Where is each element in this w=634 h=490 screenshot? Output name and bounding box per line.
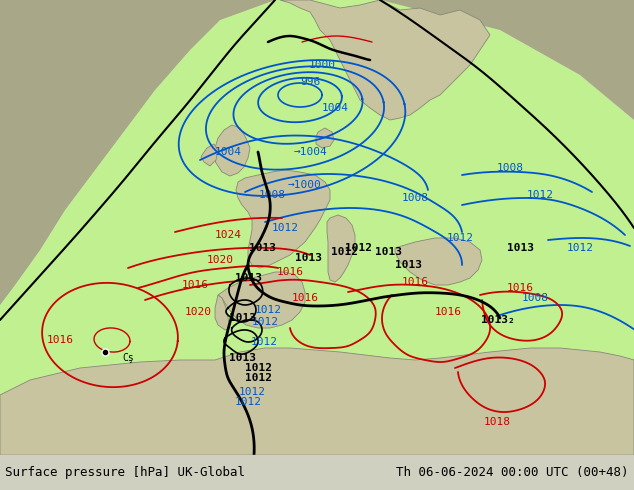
Text: Th 06-06-2024 00:00 UTC (00+48): Th 06-06-2024 00:00 UTC (00+48) [396,466,629,479]
Text: 1012: 1012 [332,247,358,257]
Text: 1024: 1024 [214,230,242,240]
Text: 1016: 1016 [507,283,533,293]
Text: 1008: 1008 [401,193,429,203]
Text: 1013: 1013 [375,247,401,257]
Text: →1000: →1000 [288,180,322,190]
Text: 1012: 1012 [245,373,271,383]
Text: 1012: 1012 [271,223,299,233]
Text: 1008: 1008 [496,163,524,173]
Polygon shape [0,348,634,455]
Polygon shape [201,144,218,166]
Polygon shape [316,128,334,148]
Polygon shape [0,0,634,455]
Text: 1020: 1020 [184,307,212,317]
Text: 1013: 1013 [507,243,533,253]
Text: 1016: 1016 [181,280,209,290]
Text: 1008: 1008 [522,293,548,303]
Text: 1012: 1012 [254,305,281,315]
Text: 1012: 1012 [235,397,261,407]
Text: 1008: 1008 [259,190,285,200]
Text: 1013: 1013 [249,243,276,253]
Text: 1013: 1013 [295,253,321,263]
Text: 1013: 1013 [394,260,422,270]
Polygon shape [327,215,355,282]
Text: 1012: 1012 [245,363,271,373]
Text: →1004: →1004 [293,147,327,157]
Text: 1012: 1012 [567,243,593,253]
Polygon shape [395,238,482,285]
Text: Cş: Cş [122,353,134,363]
Text: 1004: 1004 [214,147,242,157]
Polygon shape [0,0,634,455]
Text: 1016: 1016 [401,277,429,287]
Text: 1016: 1016 [276,267,304,277]
Polygon shape [218,272,305,328]
Text: 1016: 1016 [292,293,318,303]
Text: 1018: 1018 [484,417,510,427]
Text: 1016: 1016 [46,335,74,345]
Text: 1012: 1012 [344,243,372,253]
Text: 1012: 1012 [238,387,266,397]
Text: 1016: 1016 [434,307,462,317]
Text: 1012: 1012 [446,233,474,243]
Polygon shape [380,0,634,120]
Polygon shape [236,170,330,268]
Text: 996: 996 [300,77,320,87]
Polygon shape [215,295,230,330]
Text: 1012: 1012 [250,337,278,347]
Text: 1013: 1013 [228,313,256,323]
Text: 1013: 1013 [228,353,256,363]
Text: 1013: 1013 [235,273,261,283]
Text: 1012: 1012 [526,190,553,200]
Text: 1000: 1000 [309,60,335,70]
Bar [0,455,634,490]
Polygon shape [0,0,275,305]
Text: Surface pressure [hPa] UK-Global: Surface pressure [hPa] UK-Global [5,466,245,479]
Text: 1013₂: 1013₂ [481,315,515,325]
Polygon shape [213,125,250,176]
Text: 1004: 1004 [321,103,349,113]
Polygon shape [280,0,490,120]
Text: 1020: 1020 [207,255,233,265]
Text: 1012: 1012 [252,317,278,327]
